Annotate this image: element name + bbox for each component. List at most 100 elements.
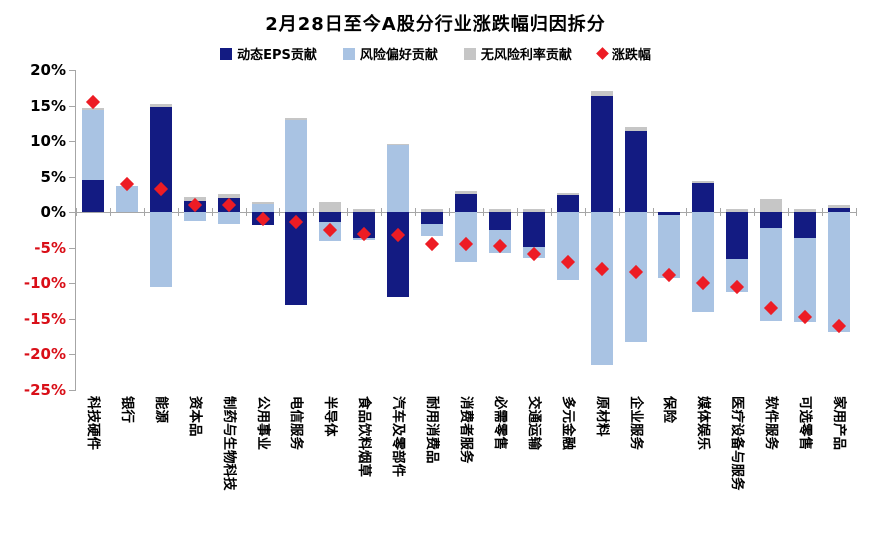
x-axis-tick	[313, 208, 315, 217]
x-axis-category-label: 企业服务	[627, 396, 644, 450]
x-axis-tick	[143, 208, 145, 217]
x-axis-tick	[482, 208, 484, 217]
y-axis-tick	[69, 318, 75, 320]
bar-segment	[590, 212, 613, 366]
bar-segment	[421, 224, 444, 237]
bar-segment	[251, 201, 274, 204]
y-axis-tick	[69, 390, 75, 391]
bar-segment	[81, 179, 104, 213]
x-axis-category-label: 半导体	[322, 396, 339, 437]
x-axis-category-label: 软件服务	[763, 396, 780, 450]
x-axis-tick	[415, 208, 417, 217]
x-axis-tick	[686, 208, 688, 217]
x-axis-tick	[550, 208, 552, 217]
x-axis-tick	[856, 208, 857, 217]
x-axis-category-label: 媒体娱乐	[695, 396, 712, 450]
y-axis-tick-label: -20%	[23, 345, 66, 364]
bar-segment	[828, 207, 851, 213]
x-axis-tick	[720, 208, 722, 217]
legend-item: 涨跌幅	[596, 44, 651, 63]
bar-segment	[692, 212, 715, 312]
y-axis-tick	[69, 105, 75, 107]
x-axis-tick	[347, 208, 349, 217]
x-axis-category-label: 耐用消费品	[424, 396, 441, 464]
x-axis-category-label: 保险	[661, 396, 678, 423]
change-marker-diamond	[425, 236, 440, 251]
bar-segment	[828, 205, 851, 208]
x-axis-tick	[584, 208, 586, 217]
bar-segment	[353, 208, 376, 213]
bar-segment	[522, 209, 545, 213]
legend-label: 风险偏好贡献	[359, 48, 438, 63]
x-axis-category-label: 交通运输	[525, 396, 542, 450]
bar-segment	[319, 212, 342, 223]
x-axis-category-label: 必需零售	[491, 396, 508, 450]
bar-segment	[183, 212, 206, 221]
y-axis-tick-label: -10%	[23, 274, 66, 293]
bar-segment	[760, 212, 783, 228]
bar-segment	[760, 227, 783, 321]
bar-segment	[658, 212, 681, 216]
y-axis-tick-label: -5%	[34, 238, 66, 257]
x-axis-category-label: 汽车及零部件	[390, 396, 407, 477]
chart-title: 2月28日至今A股分行业涨跌幅归因拆分	[265, 14, 606, 35]
x-axis-tick	[788, 208, 790, 217]
bar-segment	[421, 212, 444, 225]
bar-segment	[794, 212, 817, 238]
bar-segment	[794, 208, 817, 213]
x-axis-category-label: 可选零售	[797, 396, 814, 450]
bar-segment	[81, 109, 104, 180]
bar-segment	[726, 212, 749, 260]
bar-segment	[556, 212, 579, 281]
x-axis-tick	[279, 208, 281, 217]
bar-segment	[488, 208, 511, 213]
bar-segment	[828, 212, 851, 333]
bar-segment	[760, 198, 783, 213]
x-axis-category-label: 消费者服务	[458, 396, 474, 464]
y-axis-tick-label: 10%	[30, 132, 66, 151]
bar-segment	[692, 183, 715, 213]
bar-segment	[590, 95, 613, 213]
bar-segment	[217, 212, 240, 224]
y-axis-tick	[69, 212, 75, 214]
bar-segment	[556, 193, 579, 196]
x-axis-category-label: 家用产品	[831, 396, 848, 450]
bar-segment	[624, 131, 647, 213]
x-axis-category-label: 多元金融	[559, 396, 576, 450]
bar-segment	[285, 212, 308, 305]
bar-segment	[692, 180, 715, 184]
bar-segment	[387, 143, 410, 146]
y-axis-tick-label: 20%	[30, 61, 66, 79]
y-axis-tick	[69, 141, 75, 143]
bar-segment	[285, 117, 308, 120]
chart-legend: 动态EPS贡献 风险偏好贡献 无风险利率贡献 涨跌幅	[0, 44, 871, 63]
x-axis-tick	[381, 208, 383, 217]
y-axis-tick	[69, 283, 75, 285]
x-axis-tick	[211, 208, 213, 217]
y-axis-line	[75, 70, 76, 391]
bar-segment	[285, 119, 308, 213]
bar-segment	[217, 193, 240, 198]
bar-segment	[149, 106, 172, 213]
bar-segment	[149, 104, 172, 107]
bar-segment	[726, 208, 749, 213]
bar-segment	[421, 209, 444, 213]
bar-segment	[319, 202, 342, 213]
y-axis-tick	[69, 247, 75, 249]
bar-segment	[455, 194, 477, 213]
x-axis-category-label: 银行	[118, 396, 135, 423]
x-axis-category-label: 资本品	[186, 396, 203, 437]
x-axis-category-label: 公用事业	[254, 396, 271, 450]
y-axis-tick	[69, 176, 75, 178]
x-axis-category-label: 能源	[152, 396, 169, 423]
y-axis-tick-label: -15%	[23, 309, 66, 328]
x-axis-tick	[754, 208, 756, 217]
bar-segment	[624, 126, 647, 132]
x-axis-category-label: 科技硬件	[84, 396, 101, 450]
legend-swatch-icon	[342, 47, 355, 60]
x-axis-category-label: 电信服务	[288, 396, 305, 450]
x-axis-tick	[449, 208, 451, 217]
bar-segment	[794, 237, 817, 323]
bar-segment	[556, 195, 579, 213]
